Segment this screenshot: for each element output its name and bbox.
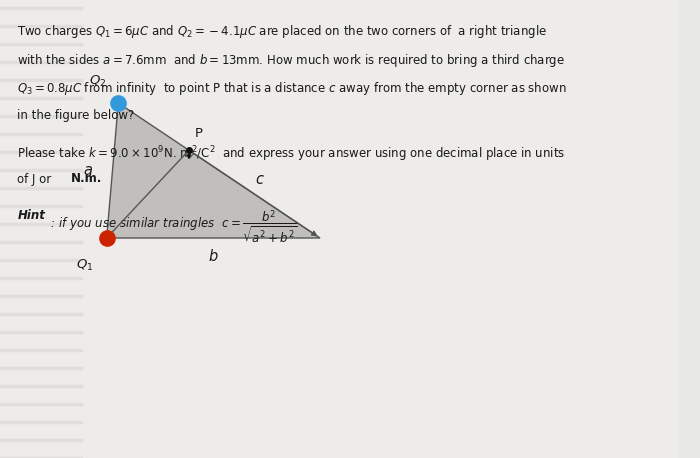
Text: $a$: $a$ [83,163,93,178]
Text: $Q_3 = 0.8\mu C$ from infinity  to point P that is a distance $c$ away from the : $Q_3 = 0.8\mu C$ from infinity to point … [18,80,567,97]
Text: $Q_1$: $Q_1$ [76,258,93,273]
Text: $c$: $c$ [256,172,265,186]
Text: : if you use similar traingles  $c = \dfrac{b^2}{\sqrt{a^2+b^2}}$: : if you use similar traingles $c = \dfr… [46,209,297,246]
Text: P: P [195,127,203,140]
Text: Hint: Hint [18,209,46,222]
Polygon shape [106,103,320,238]
Text: of J or: of J or [18,173,55,185]
Text: with the sides $a = 7.6$mm  and $b = 13$mm. How much work is required to bring a: with the sides $a = 7.6$mm and $b = 13$m… [18,51,566,69]
Text: $Q_2$: $Q_2$ [89,74,106,89]
Text: in the figure below?: in the figure below? [18,109,134,121]
Text: $b$: $b$ [208,248,218,264]
Text: N.m.: N.m. [71,173,102,185]
Text: Two charges $Q_1 = 6\mu C$ and $Q_2 = -4.1\mu C$ are placed on the two corners o: Two charges $Q_1 = 6\mu C$ and $Q_2 = -4… [18,23,547,40]
Text: Please take $k = 9.0 \times 10^9$N. m$^2$/C$^2$  and express your answer using o: Please take $k = 9.0 \times 10^9$N. m$^2… [18,144,566,164]
FancyBboxPatch shape [0,0,679,458]
